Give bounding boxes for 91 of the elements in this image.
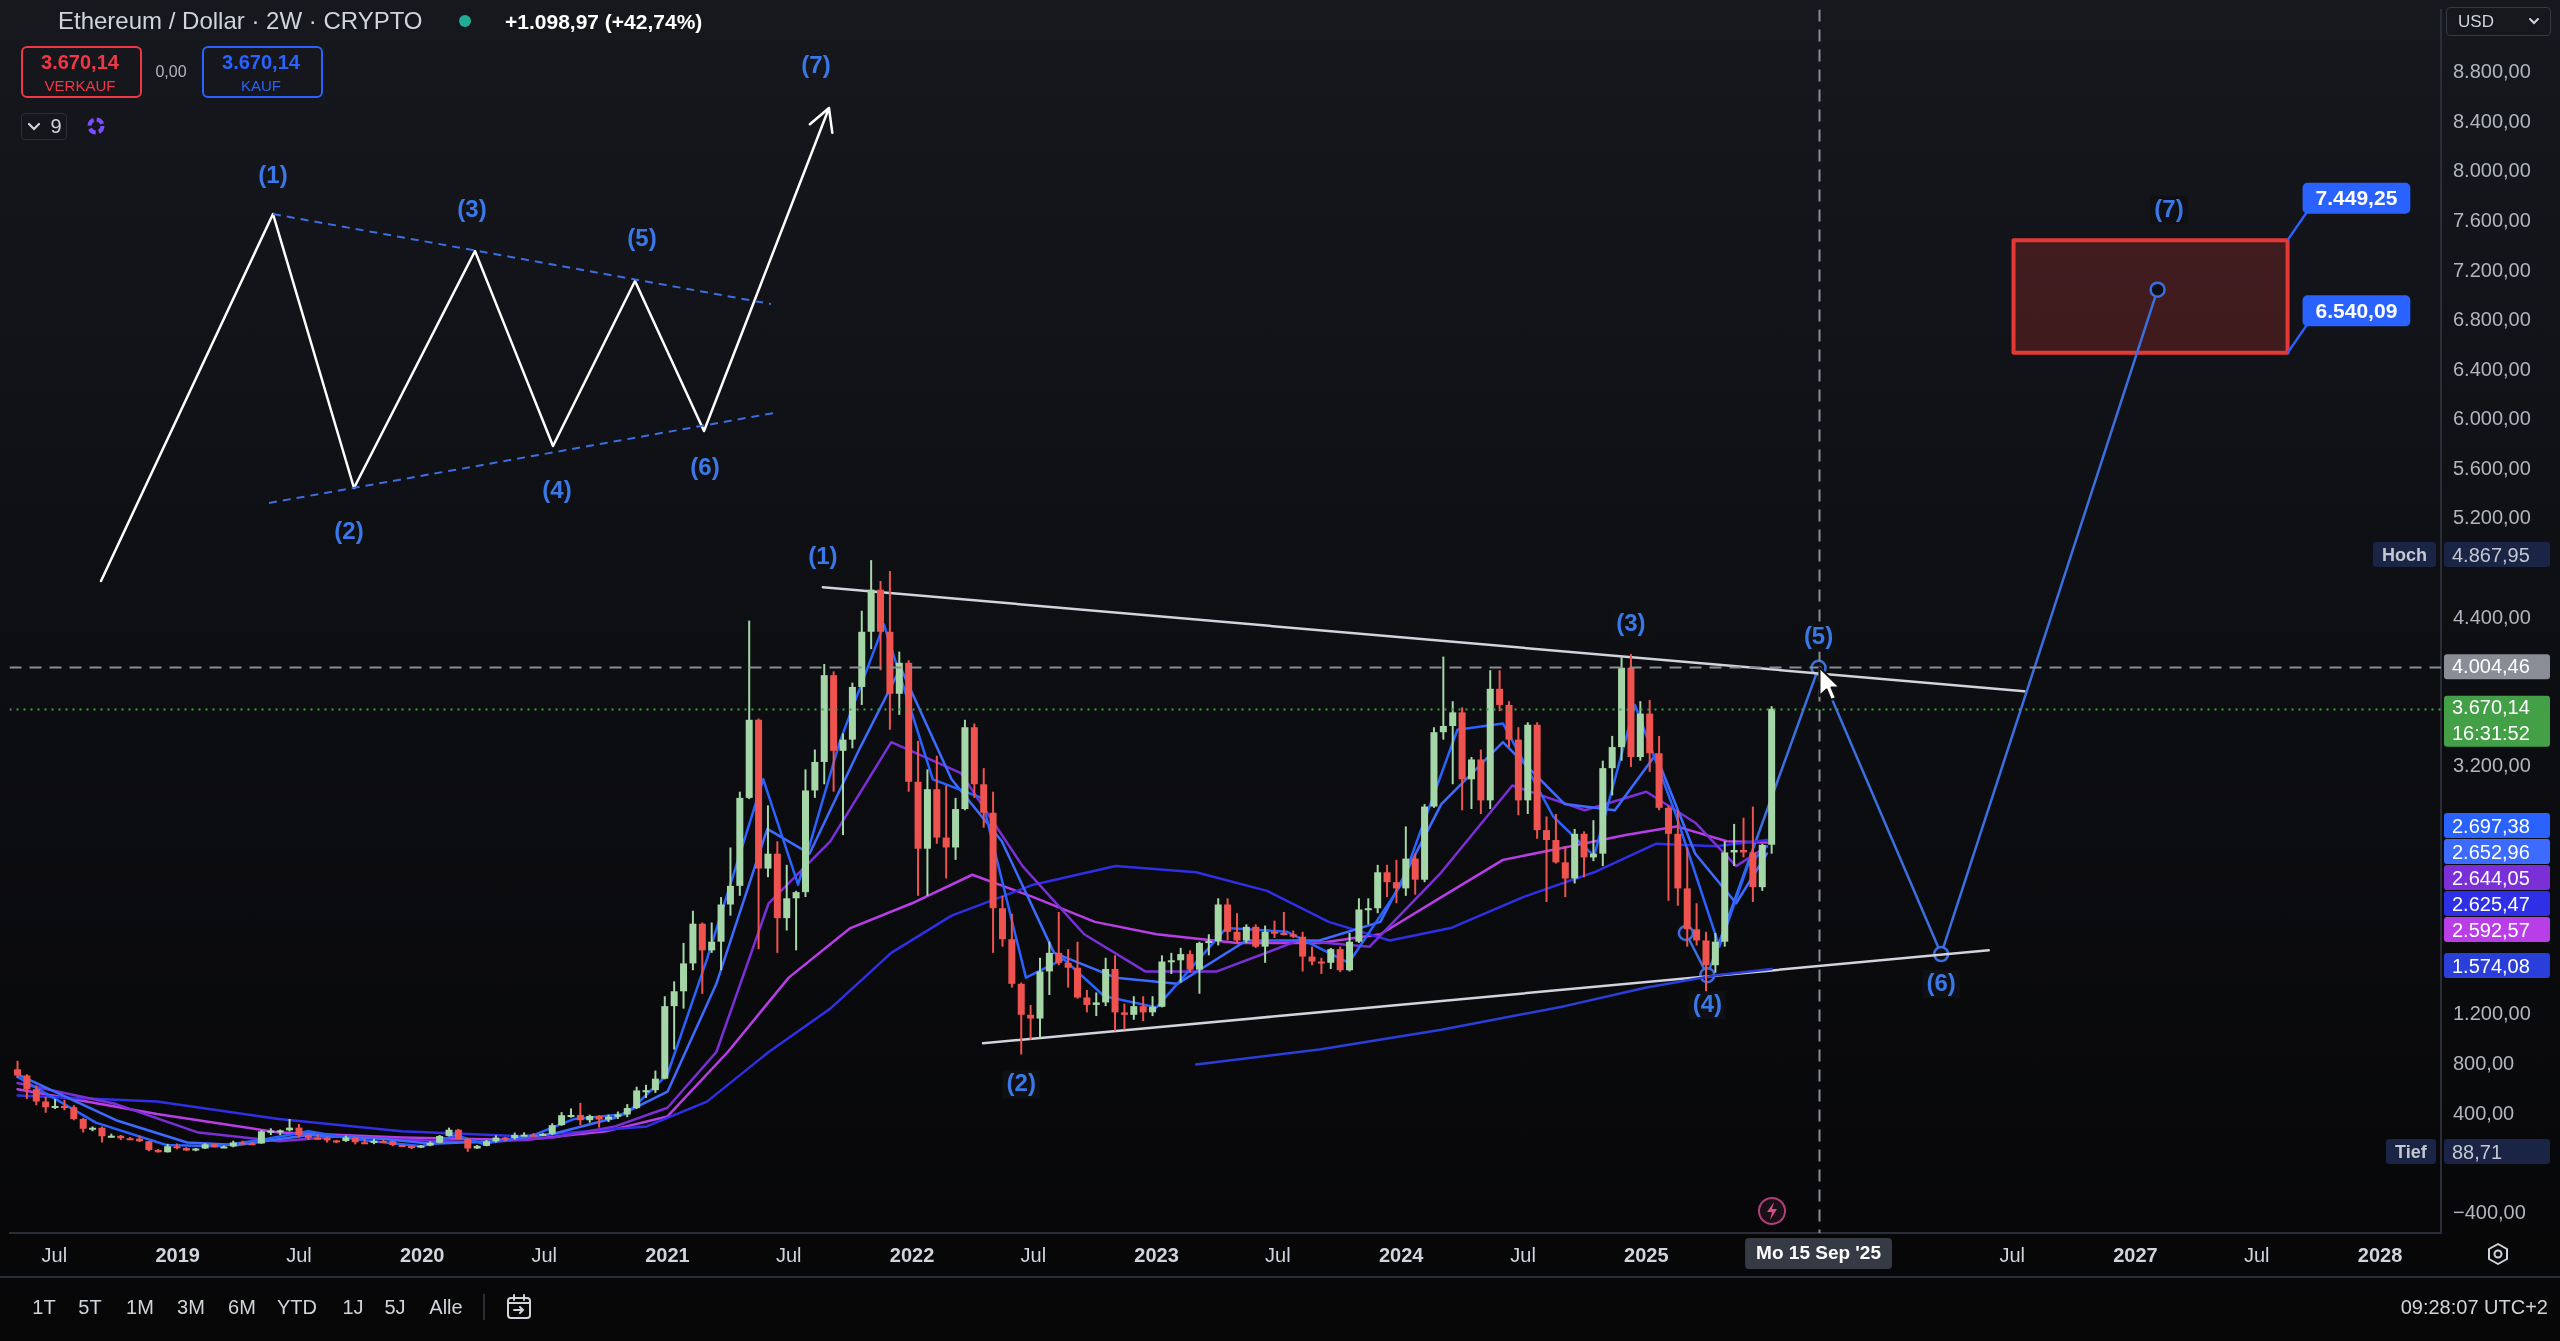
- text: 1.574,08: [2452, 955, 2530, 977]
- annotation: (3): [1616, 608, 1646, 636]
- text: 2.652,96: [2452, 841, 2530, 863]
- x-tick-label: 2028: [2357, 1243, 2403, 1266]
- candlestick: [1439, 656, 1447, 740]
- y-tick-label: 6.400,00: [2453, 357, 2531, 380]
- x-tick-label: Jul: [775, 1243, 802, 1266]
- x-tick-label: 2023: [1134, 1243, 1179, 1266]
- text: 4.867,95: [2452, 544, 2530, 566]
- annotation: 3.670,14: [41, 51, 119, 73]
- point: [2149, 281, 2166, 298]
- annotation: Tief: [2395, 1142, 2427, 1162]
- text: 2.644,05: [2452, 867, 2530, 889]
- text: 88,71: [2452, 1141, 2503, 1163]
- candlestick: [1364, 898, 1372, 925]
- annotation: (5): [1803, 622, 1834, 650]
- text: 5J: [384, 1296, 406, 1318]
- y-tick-label: 400,00: [2453, 1101, 2515, 1124]
- text: 2.697,38: [2452, 815, 2530, 837]
- annotation: (3): [457, 195, 487, 222]
- y-tick-label: 8.800,00: [2453, 60, 2531, 83]
- y-tick-label: 6.000,00: [2453, 407, 2531, 430]
- y-tick-label: 7.200,00: [2453, 258, 2531, 281]
- x-tick-label: 2019: [155, 1243, 200, 1266]
- candlestick: [314, 1134, 322, 1140]
- annotation: Hoch: [2382, 545, 2427, 565]
- y-tick-label: 7.600,00: [2453, 208, 2531, 231]
- annotation: 9: [50, 115, 62, 137]
- annotation: (6): [1926, 968, 1956, 996]
- data-label: 7.449,25: [2315, 185, 2398, 209]
- x-tick-label: Jul: [2243, 1243, 2270, 1266]
- x-tick-label: 2020: [399, 1243, 445, 1266]
- annotation: (7): [801, 51, 831, 78]
- x-tick-label: 2024: [1378, 1243, 1425, 1266]
- annotation: (6): [690, 453, 720, 480]
- annotation: (1): [808, 541, 838, 569]
- annotation: (2): [1006, 1069, 1036, 1097]
- candlestick: [839, 733, 847, 836]
- text: 2.592,57: [2452, 919, 2530, 941]
- text: USD: [2458, 11, 2494, 31]
- text: 1T: [32, 1296, 56, 1318]
- annotation: 3.670,14: [222, 51, 300, 73]
- text: 1M: [126, 1296, 154, 1318]
- x-tick-label: Jul: [41, 1243, 68, 1266]
- y-tick-label: 1.200,00: [2453, 1002, 2531, 1025]
- candlestick: [1205, 934, 1213, 956]
- ref-line-label: Mo 15 Sep '25: [1756, 1242, 1882, 1264]
- x-tick-label: 2022: [889, 1243, 935, 1266]
- annotation: (4): [1692, 989, 1722, 1017]
- text: 5T: [78, 1296, 102, 1318]
- x-tick-label: Jul: [1510, 1243, 1536, 1266]
- annotation: KAUF: [240, 76, 282, 94]
- x-tick-label: Jul: [1020, 1243, 1047, 1266]
- x-tick-label: 2027: [2113, 1243, 2158, 1266]
- chart-title: Ethereum / Dollar · 2W · CRYPTO: [58, 7, 423, 34]
- y-tick-label: 8.400,00: [2453, 109, 2531, 132]
- annotation: VERKAUF: [44, 76, 116, 94]
- annotation: (4): [542, 476, 572, 503]
- candlestick: [1027, 1004, 1035, 1040]
- y-tick-label: −400,00: [2453, 1200, 2526, 1223]
- y-tick-label: 8.000,00: [2453, 159, 2531, 182]
- text: YTD: [277, 1296, 317, 1318]
- y-tick-label: 5.600,00: [2453, 456, 2531, 479]
- y-tick-label: 800,00: [2453, 1051, 2515, 1074]
- text: 6M: [228, 1296, 256, 1318]
- candlestick: [942, 785, 950, 879]
- text: 2.625,47: [2452, 893, 2530, 915]
- x-tick-label: 2025: [1624, 1243, 1669, 1266]
- chart-subtitle: +1.098,97 (+42,74%): [505, 9, 703, 33]
- annotation: (1): [258, 161, 288, 188]
- ref-line-label: 4.004,46: [2452, 654, 2530, 677]
- text: 1J: [342, 1296, 364, 1318]
- x-tick-label: 2021: [645, 1243, 690, 1266]
- annotation: (5): [627, 224, 657, 251]
- annotation: (7): [2154, 194, 2184, 222]
- x-tick-label: Jul: [1265, 1243, 1291, 1266]
- y-tick-label: 5.200,00: [2453, 506, 2531, 529]
- data-label: 6.540,09: [2315, 298, 2398, 322]
- y-tick-label: 4.400,00: [2453, 605, 2531, 628]
- candlestick: [1167, 952, 1175, 974]
- text: 09:28:07 UTC+2: [2400, 1296, 2548, 1318]
- x-tick-label: Jul: [1999, 1243, 2025, 1266]
- y-tick-label: 6.800,00: [2453, 308, 2531, 331]
- annotation: (2): [334, 517, 364, 544]
- x-tick-label: Jul: [531, 1243, 557, 1266]
- text: 3M: [177, 1296, 205, 1318]
- annotation: 0,00: [155, 63, 187, 80]
- ref-line-label: 3.670,14 16:31:52: [2452, 696, 2530, 745]
- y-tick-label: 3.200,00: [2453, 754, 2531, 777]
- text: Alle: [429, 1296, 463, 1318]
- x-tick-label: Jul: [286, 1243, 312, 1266]
